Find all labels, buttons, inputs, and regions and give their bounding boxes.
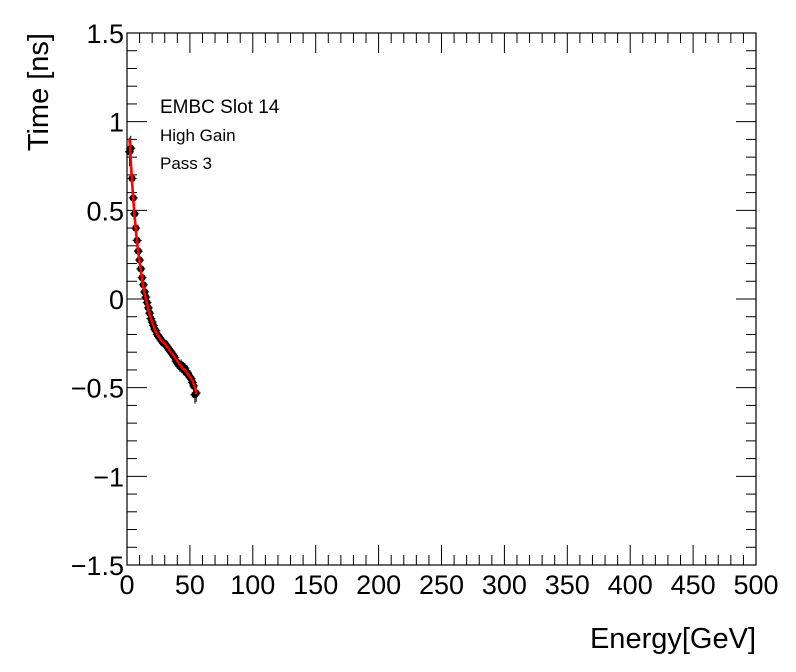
y-axis-title: Time [ns]: [23, 33, 55, 151]
fit-curve: [128, 138, 198, 395]
y-tick-label: −1: [93, 462, 124, 492]
y-tick-label: −0.5: [71, 374, 124, 404]
x-tick-label: 200: [356, 570, 401, 600]
x-tick-label: 50: [175, 570, 205, 600]
annotation-slot: EMBC Slot 14: [160, 97, 280, 118]
fit-line: [128, 138, 198, 395]
y-tick-labels: −1.5 −1 −0.5 0 0.5 1 1.5: [71, 19, 124, 581]
x-tick-label: 500: [733, 570, 778, 600]
x-tick-label: 300: [482, 570, 527, 600]
y-tick-label: 1: [109, 108, 124, 138]
x-tick-label: 150: [293, 570, 338, 600]
x-tick-label: 0: [119, 570, 134, 600]
x-tick-labels: 0 50 100 150 200 250 300 350 400 450 500: [119, 570, 778, 600]
y-tick-label: 1.5: [86, 19, 124, 49]
x-tick-label: 450: [671, 570, 716, 600]
x-tick-label: 350: [545, 570, 590, 600]
x-tick-label: 400: [608, 570, 653, 600]
x-tick-label: 100: [230, 570, 275, 600]
y-tick-label: −1.5: [71, 551, 124, 581]
y-tick-label: 0: [109, 285, 124, 315]
x-axis-title: Energy[GeV]: [590, 623, 756, 655]
y-tick-label: 0.5: [86, 196, 124, 226]
annotation-gain: High Gain: [160, 126, 236, 145]
plot-frame: [126, 32, 757, 566]
annotation-pass: Pass 3: [160, 154, 212, 173]
x-tick-label: 250: [419, 570, 464, 600]
